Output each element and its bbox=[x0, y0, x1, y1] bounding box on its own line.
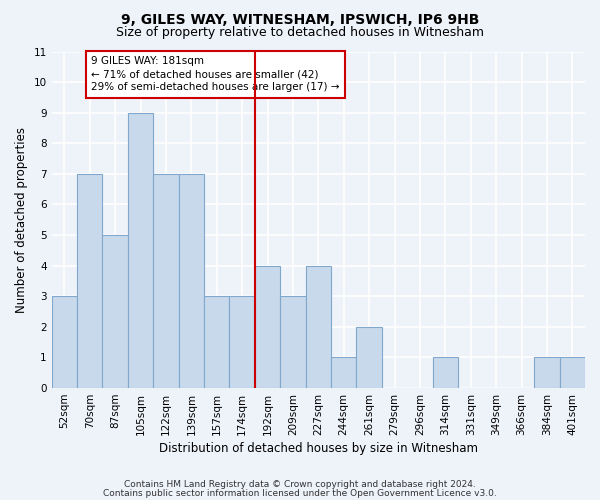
Bar bbox=[229, 296, 255, 388]
Bar bbox=[103, 235, 128, 388]
Bar bbox=[560, 358, 585, 388]
Bar bbox=[153, 174, 179, 388]
Bar bbox=[204, 296, 229, 388]
Bar bbox=[52, 296, 77, 388]
Bar bbox=[356, 327, 382, 388]
Text: 9, GILES WAY, WITNESHAM, IPSWICH, IP6 9HB: 9, GILES WAY, WITNESHAM, IPSWICH, IP6 9H… bbox=[121, 12, 479, 26]
Bar bbox=[179, 174, 204, 388]
X-axis label: Distribution of detached houses by size in Witnesham: Distribution of detached houses by size … bbox=[159, 442, 478, 455]
Bar bbox=[255, 266, 280, 388]
Bar bbox=[305, 266, 331, 388]
Bar bbox=[128, 112, 153, 388]
Text: 9 GILES WAY: 181sqm
← 71% of detached houses are smaller (42)
29% of semi-detach: 9 GILES WAY: 181sqm ← 71% of detached ho… bbox=[91, 56, 340, 92]
Text: Size of property relative to detached houses in Witnesham: Size of property relative to detached ho… bbox=[116, 26, 484, 39]
Bar bbox=[280, 296, 305, 388]
Bar bbox=[534, 358, 560, 388]
Bar bbox=[433, 358, 458, 388]
Y-axis label: Number of detached properties: Number of detached properties bbox=[15, 127, 28, 313]
Text: Contains public sector information licensed under the Open Government Licence v3: Contains public sector information licen… bbox=[103, 489, 497, 498]
Bar bbox=[77, 174, 103, 388]
Text: Contains HM Land Registry data © Crown copyright and database right 2024.: Contains HM Land Registry data © Crown c… bbox=[124, 480, 476, 489]
Bar bbox=[331, 358, 356, 388]
